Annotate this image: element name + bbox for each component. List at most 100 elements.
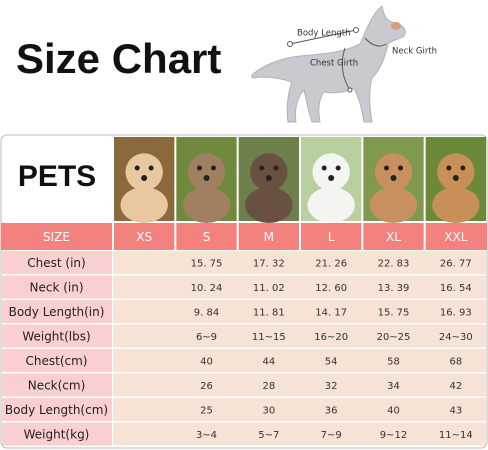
row-value-cells — [113, 349, 486, 372]
row-label-cell — [2, 251, 112, 274]
dog-diagram — [251, 5, 406, 123]
dog-body — [120, 187, 168, 223]
cell-value: 11. 02 — [253, 283, 285, 294]
cell-value: 43 — [449, 405, 462, 416]
dog-body — [245, 187, 293, 223]
cell-value: 11~14 — [439, 430, 473, 441]
cell-value: 16. 54 — [440, 283, 472, 294]
corner-label: PETS — [18, 160, 96, 193]
dog-eye — [446, 165, 452, 171]
dog-head — [187, 153, 226, 191]
row-value-cells — [113, 324, 486, 348]
dog-eye — [134, 165, 140, 171]
title: Size Chart — [16, 35, 221, 82]
dog-eye — [321, 165, 327, 171]
row-value-cells — [113, 300, 486, 323]
cell-value: 16~20 — [314, 332, 348, 343]
dog-head — [437, 153, 475, 191]
dog-eye — [384, 165, 389, 171]
diagram-label: Body Length — [297, 29, 350, 39]
dog-eye — [259, 165, 265, 171]
cell-value: 26. 77 — [440, 258, 472, 269]
dog-body — [432, 187, 480, 223]
cell-value: 34 — [387, 381, 400, 392]
cell-value: 68 — [449, 356, 462, 367]
dog-nose — [452, 175, 459, 181]
cell-value: 40 — [200, 356, 213, 367]
row-value-cells — [113, 422, 486, 446]
cell-value: 28 — [262, 381, 275, 392]
dog-nose — [328, 175, 335, 181]
row-value-cells — [113, 373, 486, 397]
cell-value: 36 — [325, 405, 338, 416]
row-value-cells — [113, 251, 486, 274]
cell-value: 44 — [262, 356, 275, 367]
row-label: Weight(lbs) — [22, 329, 90, 343]
row-label-cell — [2, 275, 112, 299]
row-label-cell — [2, 373, 112, 397]
cell-value: 9~12 — [380, 430, 407, 441]
size-name: M — [264, 230, 274, 244]
size-row — [1, 223, 487, 250]
cell-value: 11~15 — [252, 332, 286, 343]
row-label: Body Length(in) — [9, 305, 105, 319]
diagram-label: Neck Girth — [392, 47, 437, 57]
cell-value: 42 — [449, 381, 462, 392]
cell-value: 9. 84 — [194, 307, 219, 318]
dog-nose — [265, 175, 272, 181]
row-label: Chest (in) — [27, 256, 85, 270]
row-label: Neck(cm) — [28, 378, 86, 392]
dog-body — [369, 187, 418, 223]
row-label: Neck (in) — [29, 280, 83, 294]
cell-value: 7~9 — [321, 430, 342, 441]
cell-value: 10. 24 — [191, 283, 223, 294]
row-label-cell — [2, 422, 112, 446]
dog-eye — [273, 165, 279, 171]
dog-eye — [211, 165, 216, 171]
row-label: Weight(kg) — [24, 427, 90, 441]
dog-eye — [197, 165, 202, 171]
row-label-cell — [2, 398, 112, 421]
dog-eye — [148, 165, 154, 171]
cell-value: 40 — [387, 405, 400, 416]
cell-value: 21. 26 — [315, 258, 347, 269]
cell-value: 22. 83 — [378, 258, 410, 269]
cell-value: 24~30 — [439, 332, 473, 343]
cell-value: 20~25 — [377, 332, 411, 343]
dog-nose — [141, 175, 148, 181]
cell-value: 14. 17 — [315, 307, 347, 318]
dog-eye — [335, 165, 341, 171]
dog-body — [182, 187, 231, 223]
size-name: XL — [386, 230, 401, 244]
dog-eye — [398, 165, 403, 171]
dog-head — [374, 153, 413, 191]
size-name: S — [203, 230, 211, 244]
table: SIZE XS S M L XL XXL Chest (in) 15. 75 17. 32 21. … — [1, 137, 487, 446]
row-label-cell — [2, 324, 112, 348]
cell-value: 54 — [325, 356, 338, 367]
size-name: L — [328, 230, 335, 244]
row-value-cells — [113, 398, 486, 421]
cell-value: 12. 60 — [315, 283, 347, 294]
cell-value: 30 — [262, 405, 275, 416]
cell-value: 32 — [325, 381, 338, 392]
cell-value: 15. 75 — [191, 258, 223, 269]
cell-value: 16. 93 — [440, 307, 472, 318]
dog-nose — [390, 175, 397, 181]
cell-value: 17. 32 — [253, 258, 285, 269]
row-label: Body Length(cm) — [5, 403, 108, 417]
diagram-label: Chest Girth — [310, 59, 358, 69]
cell-value: 15. 75 — [378, 307, 410, 318]
dog-nose — [203, 175, 210, 181]
row-label: Chest(cm) — [26, 354, 88, 368]
cell-value: 13. 39 — [378, 283, 410, 294]
cell-value: 5~7 — [258, 430, 279, 441]
cell-value: 25 — [200, 405, 213, 416]
row-label-cell — [2, 300, 112, 323]
size-name: XS — [136, 230, 152, 244]
size-label: SIZE — [43, 230, 70, 244]
dog-head — [312, 153, 350, 191]
cell-value: 3~4 — [196, 430, 217, 441]
row-label-cell — [2, 349, 112, 372]
